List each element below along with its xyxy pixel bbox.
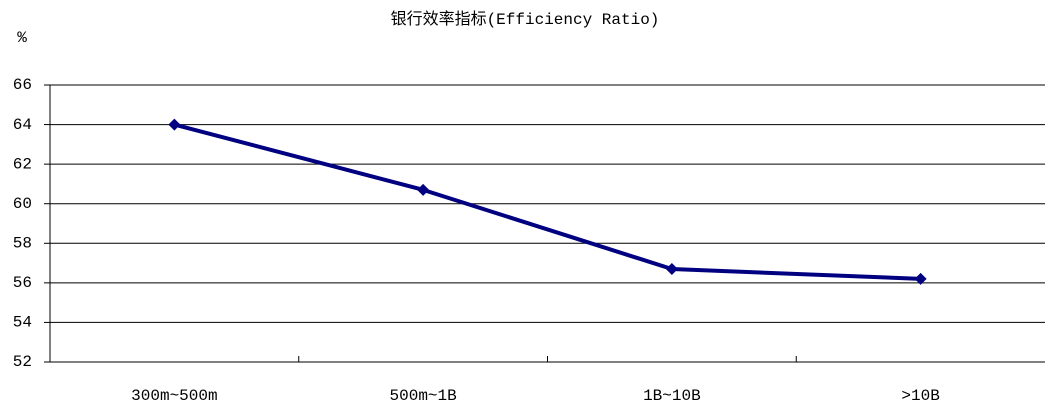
chart-title: 银行效率指标(Efficiency Ratio): [391, 10, 660, 29]
y-tick-label: 62: [13, 155, 32, 173]
y-tick-label: 66: [13, 76, 32, 94]
line: [173, 122, 921, 281]
marker: [168, 118, 181, 131]
y-tick-label: 56: [13, 274, 32, 292]
y-tick-label: 60: [13, 195, 32, 213]
y-tick-label: 52: [13, 353, 32, 371]
x-tick-label: >10B: [901, 387, 939, 405]
marker: [914, 272, 927, 285]
marker: [417, 183, 430, 196]
y-tick-label: 58: [13, 235, 32, 253]
marker: [665, 263, 678, 276]
x-tick-label: 1B~10B: [643, 387, 701, 405]
x-tick-label: 500m~1B: [390, 387, 457, 405]
y-axis-label: %: [17, 29, 27, 47]
x-tick-label: 300m~500m: [131, 387, 217, 405]
y-tick-label: 64: [13, 116, 32, 134]
y-tick-label: 54: [13, 314, 32, 332]
